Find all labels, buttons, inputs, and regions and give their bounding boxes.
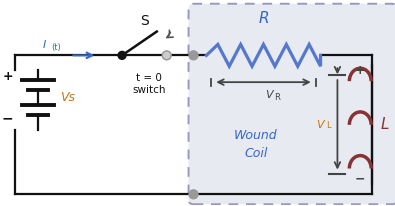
- Text: I: I: [43, 40, 46, 50]
- Circle shape: [189, 51, 198, 60]
- FancyBboxPatch shape: [188, 4, 395, 204]
- Text: −: −: [355, 173, 365, 186]
- Text: −: −: [1, 111, 13, 125]
- Circle shape: [164, 52, 170, 58]
- Text: Wound
Coil: Wound Coil: [234, 129, 278, 160]
- Text: +: +: [355, 64, 366, 77]
- Circle shape: [162, 51, 171, 60]
- Text: R: R: [275, 92, 280, 102]
- Text: V: V: [265, 90, 272, 100]
- Text: switch: switch: [133, 85, 166, 95]
- Text: S: S: [140, 14, 149, 28]
- Text: t = 0: t = 0: [136, 73, 162, 83]
- Text: (t): (t): [52, 43, 61, 52]
- Text: R: R: [258, 11, 269, 26]
- Text: L: L: [327, 121, 331, 130]
- Text: +: +: [2, 70, 13, 83]
- Circle shape: [118, 51, 126, 59]
- Circle shape: [189, 190, 198, 199]
- Text: L: L: [381, 117, 389, 132]
- Text: Vs: Vs: [60, 91, 75, 104]
- Text: V: V: [316, 120, 324, 130]
